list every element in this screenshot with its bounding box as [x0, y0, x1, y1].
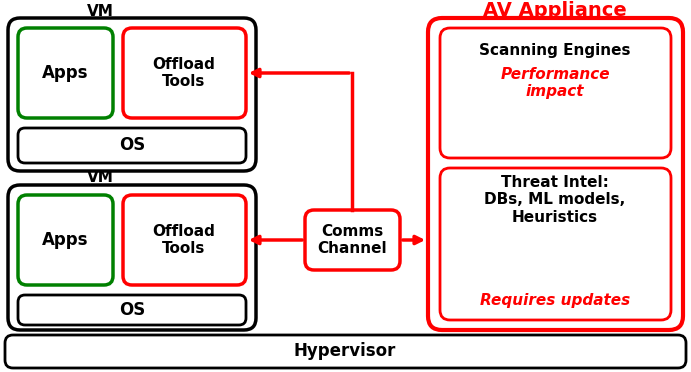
Text: Threat Intel:
DBs, ML models,
Heuristics: Threat Intel: DBs, ML models, Heuristics: [484, 175, 625, 225]
Text: Hypervisor: Hypervisor: [294, 343, 396, 360]
Text: Apps: Apps: [41, 231, 88, 249]
Text: Apps: Apps: [41, 64, 88, 82]
FancyBboxPatch shape: [18, 128, 246, 163]
Text: Scanning Engines: Scanning Engines: [480, 42, 631, 58]
Text: Offload
Tools: Offload Tools: [153, 224, 216, 256]
FancyBboxPatch shape: [8, 18, 256, 171]
Text: OS: OS: [119, 301, 145, 319]
FancyBboxPatch shape: [8, 185, 256, 330]
Text: AV Appliance: AV Appliance: [483, 0, 627, 19]
Text: Offload
Tools: Offload Tools: [153, 57, 216, 89]
FancyBboxPatch shape: [5, 335, 686, 368]
FancyBboxPatch shape: [428, 18, 683, 330]
Text: Performance
impact: Performance impact: [500, 67, 610, 99]
FancyBboxPatch shape: [18, 295, 246, 325]
FancyBboxPatch shape: [305, 210, 400, 270]
FancyBboxPatch shape: [123, 28, 246, 118]
FancyBboxPatch shape: [18, 28, 113, 118]
FancyBboxPatch shape: [18, 195, 113, 285]
Text: VM: VM: [86, 3, 113, 19]
FancyBboxPatch shape: [123, 195, 246, 285]
Text: Requires updates: Requires updates: [480, 292, 630, 308]
FancyBboxPatch shape: [440, 168, 671, 320]
Text: OS: OS: [119, 137, 145, 154]
Text: VM: VM: [86, 170, 113, 186]
FancyBboxPatch shape: [440, 28, 671, 158]
Text: Comms
Channel: Comms Channel: [317, 224, 387, 256]
